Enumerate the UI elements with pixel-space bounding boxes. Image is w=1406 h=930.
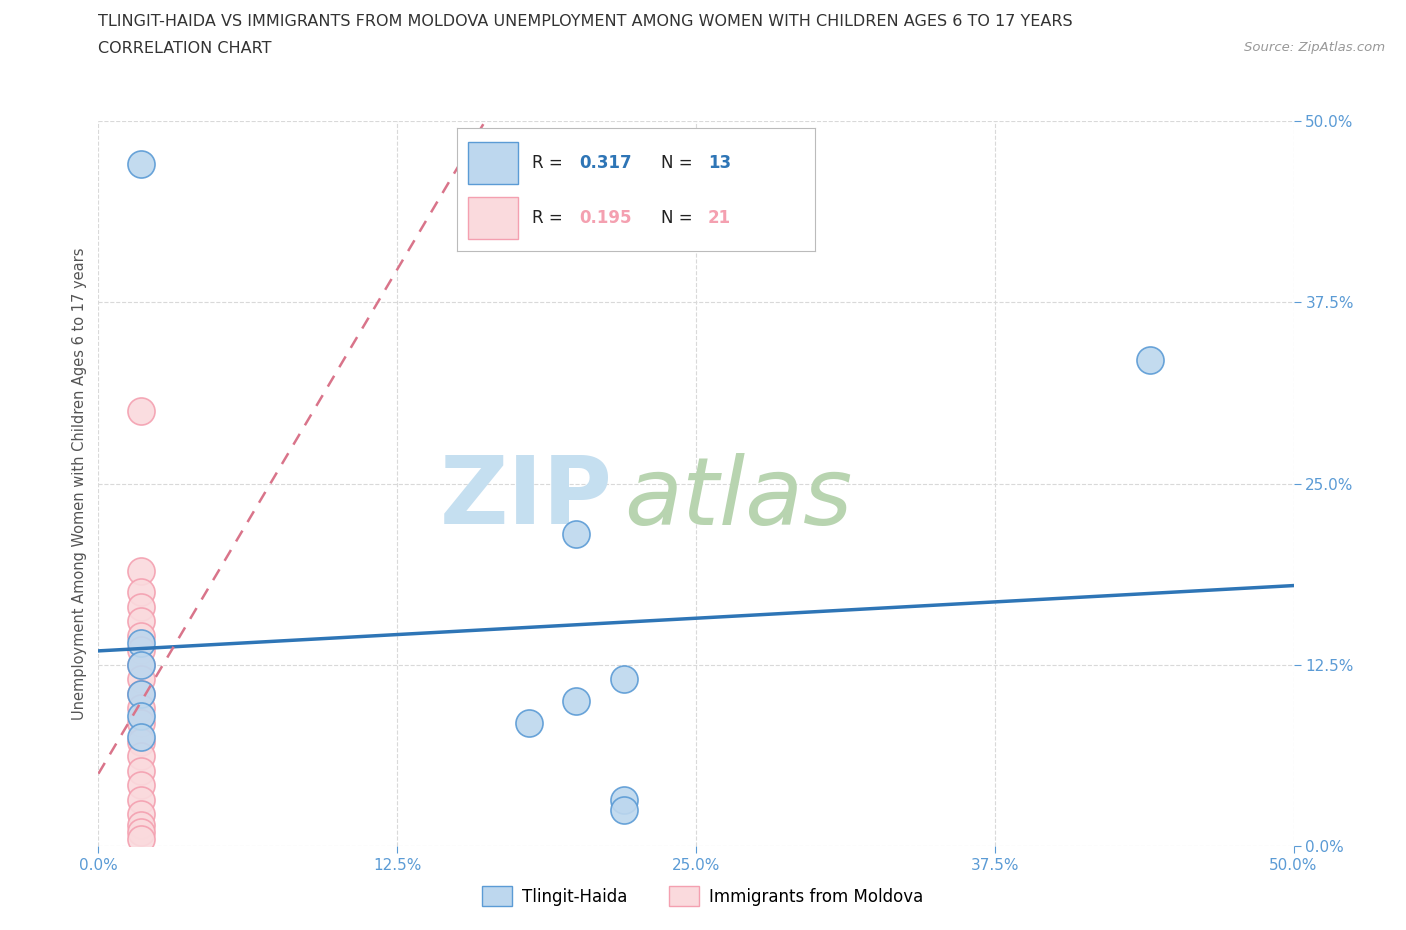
Point	[131, 709, 153, 724]
Point	[131, 817, 153, 832]
Point	[131, 701, 153, 716]
Point	[517, 715, 540, 730]
Point	[131, 686, 153, 701]
Point	[131, 643, 153, 658]
Point	[131, 658, 153, 672]
Point	[131, 636, 153, 651]
Point	[131, 600, 153, 615]
Point	[131, 404, 153, 418]
Point	[131, 735, 153, 750]
Point	[131, 730, 153, 745]
Point	[131, 614, 153, 629]
Point	[1139, 352, 1161, 367]
Point	[131, 749, 153, 764]
Point	[131, 658, 153, 672]
Point	[131, 777, 153, 792]
Point	[131, 764, 153, 778]
Point	[131, 831, 153, 846]
Legend: Tlingit-Haida, Immigrants from Moldova: Tlingit-Haida, Immigrants from Moldova	[475, 880, 931, 912]
Point	[131, 157, 153, 172]
Point	[613, 672, 636, 687]
Point	[131, 686, 153, 701]
Point	[131, 715, 153, 730]
Text: Source: ZipAtlas.com: Source: ZipAtlas.com	[1244, 41, 1385, 54]
Point	[131, 672, 153, 687]
Point	[131, 629, 153, 644]
Point	[613, 792, 636, 807]
Point	[131, 585, 153, 600]
Point	[565, 527, 588, 542]
Text: ZIP: ZIP	[440, 452, 612, 544]
Text: TLINGIT-HAIDA VS IMMIGRANTS FROM MOLDOVA UNEMPLOYMENT AMONG WOMEN WITH CHILDREN : TLINGIT-HAIDA VS IMMIGRANTS FROM MOLDOVA…	[98, 14, 1073, 29]
Y-axis label: Unemployment Among Women with Children Ages 6 to 17 years: Unemployment Among Women with Children A…	[72, 247, 87, 720]
Point	[131, 564, 153, 578]
Point	[613, 803, 636, 817]
Text: CORRELATION CHART: CORRELATION CHART	[98, 41, 271, 56]
Text: atlas: atlas	[624, 453, 852, 544]
Point	[565, 694, 588, 709]
Point	[131, 807, 153, 822]
Point	[131, 792, 153, 807]
Point	[131, 824, 153, 839]
